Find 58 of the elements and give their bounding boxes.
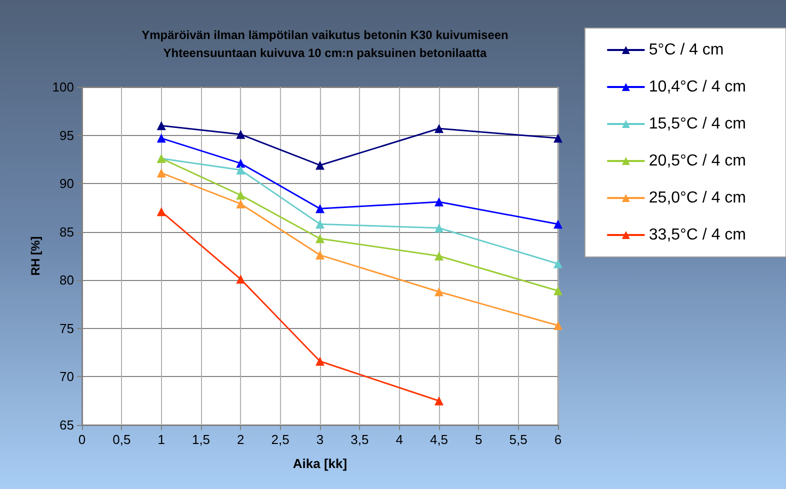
point	[236, 130, 246, 139]
legend-label: 10,4°C / 4 cm	[648, 78, 746, 96]
legend-label: 20,5°C / 4 cm	[648, 152, 746, 170]
x-tick-label: 5	[475, 432, 482, 447]
point	[434, 287, 444, 296]
point	[156, 134, 166, 143]
chart-title: Ympäröivän ilman lämpötilan vaikutus betonin K30 kuivumiseen	[142, 28, 508, 42]
point	[554, 259, 562, 268]
point	[434, 396, 444, 406]
point	[316, 250, 324, 260]
point	[554, 134, 562, 143]
x-tick-label: 3	[316, 432, 324, 447]
point	[236, 158, 246, 168]
point	[316, 220, 324, 229]
point	[156, 121, 166, 130]
chart-subtitle: Yhteensuuntaan kuivuva 10 cm:n paksuinen betonilaatta	[163, 46, 488, 60]
point	[434, 223, 444, 232]
x-tick-label: 4	[396, 432, 403, 447]
legend-label: 5°C / 4 cm	[648, 42, 724, 58]
x-tick-label: 0	[78, 432, 86, 447]
point	[434, 124, 444, 134]
x-tick-label: 5,5	[509, 432, 528, 447]
point	[236, 190, 246, 200]
y-tick-label: 100	[52, 80, 74, 94]
y-tick-label: 65	[60, 418, 74, 432]
x-tick-label: 1	[158, 432, 165, 447]
y-tick-label: 85	[60, 224, 74, 240]
point	[236, 166, 246, 175]
point	[236, 274, 246, 284]
point	[434, 252, 444, 260]
point	[554, 286, 562, 296]
x-tick-label: 4,5	[430, 432, 448, 447]
x-tick-label: 2	[237, 432, 244, 447]
point	[156, 207, 166, 216]
y-tick-label: 95	[60, 128, 74, 143]
point	[316, 234, 324, 244]
point	[554, 220, 562, 229]
legend-label: 15,5°C / 4 cm	[648, 116, 746, 132]
y-tick-label: 90	[60, 176, 74, 192]
x-tick-label: 3,5	[350, 432, 369, 447]
x-tick-label: 2,5	[271, 432, 290, 447]
point	[434, 197, 444, 206]
y-tick-label: 75	[60, 320, 74, 336]
point	[316, 160, 324, 170]
point	[316, 204, 324, 214]
point	[156, 168, 166, 178]
y-tick-label: 80	[60, 272, 74, 288]
x-tick-label: 1,5	[192, 432, 210, 447]
legend-label: 25,0°C / 4 cm	[648, 190, 746, 206]
y-axis-title: RH [%]	[28, 236, 42, 276]
legend-label: 33,5°C / 4 cm	[648, 226, 746, 244]
point	[554, 321, 562, 330]
y-tick-label: 70	[60, 369, 74, 384]
point	[316, 356, 324, 366]
x-tick-label: 0,5	[112, 432, 131, 447]
x-tick-label: 6	[554, 432, 562, 447]
x-axis-title: Aika [kk]	[292, 456, 348, 471]
point	[236, 199, 246, 208]
